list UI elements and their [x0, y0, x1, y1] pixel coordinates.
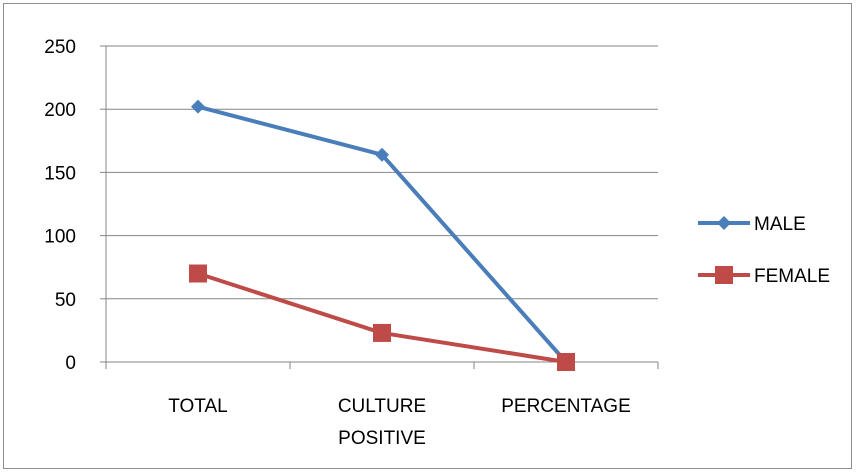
legend-marker	[717, 216, 731, 230]
y-tick-label: 250	[44, 37, 76, 58]
y-tick-label: 50	[55, 290, 76, 311]
line-chart: 0 50 100 150 200 250 TOTAL CULTURE POSITIVE PERCE…	[44, 37, 830, 449]
legend-marker	[715, 266, 733, 284]
series-line-female	[196, 271, 568, 364]
data-point-male	[375, 147, 389, 162]
axes: 0 50 100 150 200 250 TOTAL CULTURE POSITIVE PERCE…	[44, 37, 659, 449]
series-layer	[189, 99, 575, 371]
data-point-female	[373, 323, 391, 342]
legend-entry-female: FEMALE	[698, 266, 830, 287]
x-tick-label: PERCENTAGE	[501, 396, 631, 417]
data-point-male	[191, 99, 205, 114]
y-tick-label: 0	[65, 353, 76, 374]
x-tick-label: TOTAL	[168, 396, 227, 417]
data-point-female	[189, 264, 207, 283]
gridlines	[106, 45, 658, 300]
series-line-male	[196, 104, 568, 364]
chart-frame: 0 50 100 150 200 250 TOTAL CULTURE POSITIVE PERCE…	[3, 3, 852, 469]
y-tick-label: 150	[44, 163, 76, 184]
legend: MALE FEMALE	[698, 214, 830, 287]
series-female	[189, 264, 575, 371]
y-tick-label: 100	[44, 227, 76, 248]
x-tick-label: POSITIVE	[338, 428, 426, 449]
legend-label: MALE	[754, 214, 806, 235]
legend-label: FEMALE	[754, 266, 830, 287]
y-tick-label: 200	[44, 100, 76, 121]
legend-entry-male: MALE	[698, 214, 806, 235]
data-point-female	[557, 353, 575, 371]
x-tick-label: CULTURE	[338, 396, 426, 417]
